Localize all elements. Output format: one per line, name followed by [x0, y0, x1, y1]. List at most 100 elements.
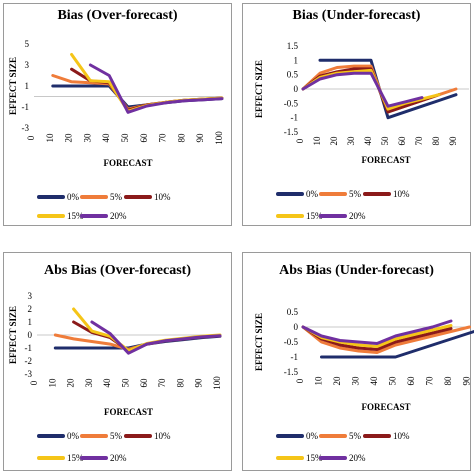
y-tick-label: -3 [22, 123, 30, 133]
legend-label: 10% [393, 431, 410, 441]
x-axis-title: FORECAST [104, 407, 153, 417]
x-tick-label: 80 [431, 136, 441, 146]
y-axis-title: EFFECT SIZE [254, 60, 264, 118]
x-tick-label: 90 [448, 136, 458, 146]
x-tick-label: 20 [332, 376, 342, 386]
series-line [301, 71, 424, 108]
x-axis-title: FORECAST [361, 402, 410, 412]
x-tick-label: 60 [139, 378, 149, 388]
legend-label: 5% [349, 431, 362, 441]
x-tick-label: 40 [102, 378, 112, 388]
x-tick-label: 0 [29, 380, 39, 385]
x-tick-label: 60 [406, 376, 416, 386]
x-tick-label: 20 [329, 136, 339, 146]
y-axis-title: EFFECT SIZE [254, 313, 264, 371]
x-tick-label: 30 [82, 133, 92, 143]
x-tick-label: 80 [443, 376, 453, 386]
y-tick-label: 0 [294, 322, 299, 332]
x-tick-label: 70 [414, 136, 424, 146]
y-tick-label: -1.5 [284, 367, 299, 377]
legend-label: 15% [306, 211, 323, 221]
series-line [51, 74, 224, 111]
x-tick-label: 0 [295, 138, 305, 143]
y-tick-label: -1 [22, 102, 30, 112]
x-axis-title: FORECAST [361, 155, 410, 165]
x-tick-label: 70 [157, 378, 167, 388]
y-tick-label: -1.5 [284, 127, 299, 137]
y-axis-title: EFFECT SIZE [8, 306, 18, 364]
x-tick-label: 50 [121, 378, 131, 388]
y-tick-label: 0 [28, 330, 33, 340]
x-tick-label: 10 [312, 136, 322, 146]
x-tick-label: 100 [212, 376, 222, 390]
y-tick-label: -1 [291, 113, 299, 123]
y-tick-label: 3 [25, 60, 30, 70]
chart-svg: 1.510.50-0.5-1-1.50 10 20 30 40 50 60 70 80 90FOR… [254, 41, 469, 221]
chart-svg: 5 3 1 -1 -3 0 10 20 30 40 50 60 70 80 90 100 FORECAST EFF… [8, 39, 224, 221]
x-tick-label: 30 [351, 376, 361, 386]
panel-abs-bias-under: Abs Bias (Under-forecast) 0.5 0 -0.5 -1 -1.5… [242, 252, 474, 471]
series-line [320, 329, 474, 359]
x-tick-label: 20 [64, 133, 74, 143]
legend-label: 0% [306, 189, 319, 199]
legend-label: 20% [349, 453, 366, 463]
y-tick-label: 1.5 [287, 41, 299, 51]
y-axis-title: EFFECT SIZE [8, 57, 18, 115]
legend-label: 0% [67, 192, 80, 202]
y-tick-label: 1 [25, 81, 30, 91]
legend-label: 20% [110, 453, 127, 463]
y-tick-label: -0.5 [284, 98, 299, 108]
chart-title: Abs Bias (Over-forecast) [44, 263, 191, 278]
x-tick-label: 10 [45, 133, 55, 143]
legend-label: 20% [349, 211, 366, 221]
series-line [90, 320, 222, 355]
series-line [301, 319, 453, 345]
legend-label: 15% [67, 211, 84, 221]
x-tick-label: 40 [101, 133, 111, 143]
x-tick-label: 60 [139, 133, 149, 143]
y-tick-label: 0 [294, 84, 299, 94]
legend-label: 20% [110, 211, 127, 221]
chart-svg: 0.50-0.5-1-1.50 10 20 30 40 50 60 70 80 90FORECAS… [254, 307, 474, 463]
legend-label: 5% [110, 431, 123, 441]
y-tick-label: -0.5 [284, 337, 299, 347]
chart-title: Bias (Under-forecast) [292, 8, 421, 23]
x-tick-label: 10 [314, 376, 324, 386]
panel-bias-under: Bias (Under-forecast) 1.5 1 0.5 0 -0.5 -1 -1.5… [242, 3, 471, 226]
x-tick-label: 0 [295, 378, 305, 383]
legend-label: 5% [349, 189, 362, 199]
x-axis-title: FORECAST [103, 158, 152, 168]
y-tick-label: -1 [291, 352, 299, 362]
y-tick-label: -1 [25, 343, 33, 353]
series-line [318, 58, 458, 120]
series-line [88, 63, 224, 114]
x-tick-label: 100 [214, 131, 224, 145]
series-line [301, 325, 471, 354]
panel-bias-over: Bias (Over-forecast) 5 3 1 -1 -3 0 10 20 30 40 50 6… [3, 3, 232, 226]
legend-label: 5% [110, 192, 123, 202]
x-tick-label: 50 [120, 133, 130, 143]
y-tick-label: -2 [25, 356, 33, 366]
x-tick-label: 60 [397, 136, 407, 146]
x-tick-label: 50 [380, 136, 390, 146]
series-line [301, 325, 453, 351]
x-tick-label: 80 [176, 133, 186, 143]
x-tick-label: 50 [388, 376, 398, 386]
y-tick-label: 0.5 [287, 307, 299, 317]
legend-label: 0% [67, 431, 80, 441]
x-tick-label: 30 [346, 136, 356, 146]
chart-title: Abs Bias (Under-forecast) [279, 263, 434, 278]
y-tick-label: 1 [294, 55, 299, 65]
y-tick-label: 3 [28, 291, 33, 301]
y-tick-label: 0.5 [287, 70, 299, 80]
x-tick-label: 0 [26, 135, 36, 140]
x-tick-label: 70 [158, 133, 168, 143]
legend-label: 0% [306, 431, 319, 441]
legend-label: 10% [154, 431, 171, 441]
x-tick-label: 20 [66, 378, 76, 388]
x-tick-label: 90 [194, 378, 204, 388]
legend-label: 15% [67, 453, 84, 463]
x-tick-label: 80 [175, 378, 185, 388]
x-tick-label: 40 [363, 136, 373, 146]
x-tick-label: 10 [47, 378, 57, 388]
